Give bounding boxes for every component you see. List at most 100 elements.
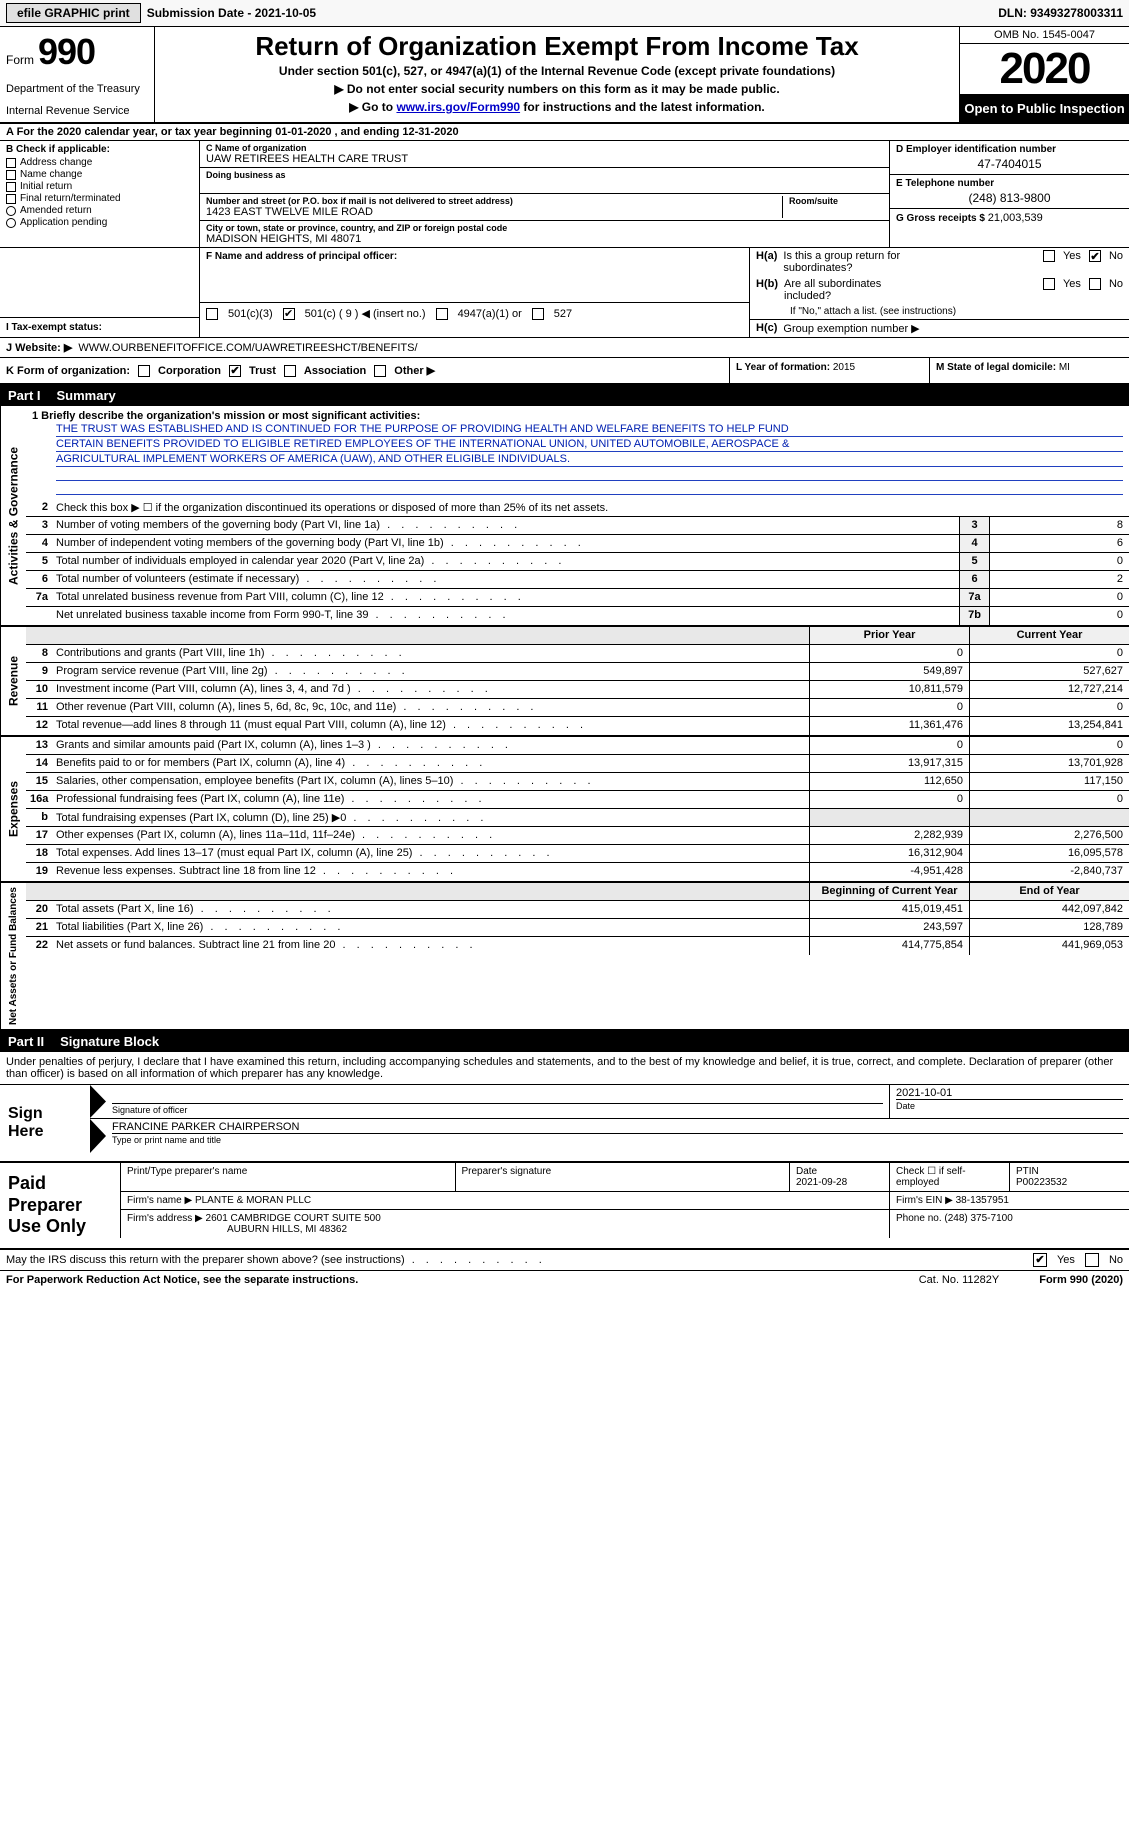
summary-line: 4Number of independent voting members of…	[26, 535, 1129, 553]
submission-date-label: Submission Date - 2021-10-05	[147, 6, 316, 20]
firm-phone: (248) 375-7100	[944, 1213, 1012, 1224]
checkbox-discuss-no[interactable]	[1085, 1253, 1099, 1267]
principal-officer-label: F Name and address of principal officer:	[206, 251, 743, 262]
summary-line: 7aTotal unrelated business revenue from …	[26, 589, 1129, 607]
summary-line: 22Net assets or fund balances. Subtract …	[26, 937, 1129, 955]
preparer-name-label: Print/Type preparer's name	[127, 1166, 449, 1177]
checkbox-final-return[interactable]	[6, 194, 16, 204]
firm-address-1: 2601 CAMBRIDGE COURT SUITE 500	[206, 1213, 381, 1224]
paid-preparer-label: Paid Preparer Use Only	[0, 1163, 120, 1248]
summary-line: 19Revenue less expenses. Subtract line 1…	[26, 863, 1129, 881]
signature-of-officer-label: Signature of officer	[112, 1103, 883, 1115]
irs-label: Internal Revenue Service	[6, 105, 148, 117]
ein-label: D Employer identification number	[896, 144, 1123, 155]
signature-date-label: Date	[896, 1099, 1123, 1111]
group-exemption-label: Group exemption number ▶	[783, 322, 919, 335]
summary-line: 16aProfessional fundraising fees (Part I…	[26, 791, 1129, 809]
summary-line: 18Total expenses. Add lines 13–17 (must …	[26, 845, 1129, 863]
open-to-public: Open to Public Inspection	[960, 95, 1129, 122]
summary-line: 14Benefits paid to or for members (Part …	[26, 755, 1129, 773]
mission-block: 1 Briefly describe the organization's mi…	[26, 406, 1129, 499]
gross-receipts-value: 21,003,539	[988, 212, 1043, 224]
telephone-value: (248) 813-9800	[896, 191, 1123, 205]
tax-year: 2020	[960, 44, 1129, 95]
summary-line: 12Total revenue—add lines 8 through 11 (…	[26, 717, 1129, 735]
section-governance: Activities & Governance 1 Briefly descri…	[0, 406, 1129, 627]
form-of-org-row: K Form of organization: Corporation ✔Tru…	[0, 358, 1129, 385]
checkbox-name-change[interactable]	[6, 170, 16, 180]
summary-line: 8Contributions and grants (Part VIII, li…	[26, 645, 1129, 663]
gross-receipts-label: G Gross receipts $	[896, 213, 988, 224]
checkbox-trust[interactable]: ✔	[229, 365, 241, 377]
firm-name: PLANTE & MORAN PLLC	[195, 1195, 311, 1206]
dept-treasury: Department of the Treasury	[6, 83, 148, 95]
dba-label: Doing business as	[206, 170, 883, 180]
checkbox-ha-yes[interactable]	[1043, 250, 1055, 262]
form-subtitle: Under section 501(c), 527, or 4947(a)(1)…	[163, 64, 951, 78]
checkbox-527[interactable]	[532, 308, 544, 320]
hdr-current-year: Current Year	[969, 627, 1129, 644]
radio-amended-return[interactable]	[6, 206, 16, 216]
checkbox-501c[interactable]: ✔	[283, 308, 295, 320]
street-label: Number and street (or P.O. box if mail i…	[206, 196, 776, 206]
summary-line: bTotal fundraising expenses (Part IX, co…	[26, 809, 1129, 827]
dln-label: DLN: 93493278003311	[998, 6, 1123, 20]
room-label: Room/suite	[789, 196, 883, 206]
omb-number: OMB No. 1545-0047	[960, 27, 1129, 44]
summary-line: 9Program service revenue (Part VIII, lin…	[26, 663, 1129, 681]
summary-line: 2Check this box ▶ ☐ if the organization …	[26, 499, 1129, 517]
instructions-link-row: ▶ Go to www.irs.gov/Form990 for instruct…	[163, 100, 951, 114]
checkbox-corporation[interactable]	[138, 365, 150, 377]
hb-note: If "No," attach a list. (see instruction…	[750, 304, 1129, 319]
officer-name-title: FRANCINE PARKER CHAIRPERSON	[112, 1121, 1123, 1133]
checkbox-initial-return[interactable]	[6, 182, 16, 192]
checkbox-hb-no[interactable]	[1089, 278, 1101, 290]
preparer-date: 2021-09-28	[796, 1177, 883, 1188]
checkbox-discuss-yes[interactable]: ✔	[1033, 1253, 1047, 1267]
firm-ein-label: Firm's EIN ▶	[896, 1195, 956, 1206]
paid-preparer-block: Paid Preparer Use Only Print/Type prepar…	[0, 1163, 1129, 1250]
checkbox-ha-no[interactable]: ✔	[1089, 250, 1101, 262]
firm-name-label: Firm's name ▶	[127, 1195, 195, 1206]
summary-line: 21Total liabilities (Part X, line 26)243…	[26, 919, 1129, 937]
checkbox-address-change[interactable]	[6, 158, 16, 168]
part-i-header: Part ISummary	[0, 385, 1129, 406]
vtab-revenue: Revenue	[0, 627, 26, 735]
hdr-end-year: End of Year	[969, 883, 1129, 900]
checkbox-4947[interactable]	[436, 308, 448, 320]
checkbox-501c3[interactable]	[206, 308, 218, 320]
checkbox-hb-yes[interactable]	[1043, 278, 1055, 290]
summary-line: 17Other expenses (Part IX, column (A), l…	[26, 827, 1129, 845]
section-net-assets: Net Assets or Fund Balances Beginning of…	[0, 883, 1129, 1031]
street-value: 1423 EAST TWELVE MILE ROAD	[206, 206, 776, 218]
firm-address-2: AUBURN HILLS, MI 48362	[227, 1224, 347, 1235]
officer-name-label: Type or print name and title	[112, 1133, 1123, 1145]
form-header: Form 990 Department of the Treasury Inte…	[0, 27, 1129, 124]
sign-here-block: Sign Here Signature of officer 2021-10-0…	[0, 1085, 1129, 1163]
mission-line-2: CERTAIN BENEFITS PROVIDED TO ELIGIBLE RE…	[56, 437, 1123, 452]
radio-application-pending[interactable]	[6, 218, 16, 228]
discuss-with-preparer-row: May the IRS discuss this return with the…	[0, 1250, 1129, 1271]
irs-link[interactable]: www.irs.gov/Form990	[396, 100, 520, 114]
summary-line: 20Total assets (Part X, line 16)415,019,…	[26, 901, 1129, 919]
website-row: J Website: ▶ WWW.OURBENEFITOFFICE.COM/UA…	[0, 338, 1129, 358]
tax-exempt-label: I Tax-exempt status:	[0, 317, 199, 337]
group-return-question: Is this a group return forsubordinates?	[783, 250, 900, 274]
city-value: MADISON HEIGHTS, MI 48071	[206, 233, 883, 245]
checkbox-other[interactable]	[374, 365, 386, 377]
form-footer: For Paperwork Reduction Act Notice, see …	[0, 1271, 1129, 1289]
col-b-check-applicable: B Check if applicable: Address change Na…	[0, 141, 200, 247]
ssn-warning: ▶ Do not enter social security numbers o…	[163, 82, 951, 96]
year-of-formation: L Year of formation: 2015	[729, 358, 929, 383]
hdr-prior-year: Prior Year	[809, 627, 969, 644]
summary-line: 5Total number of individuals employed in…	[26, 553, 1129, 571]
firm-ein: 38-1357951	[956, 1195, 1009, 1206]
efile-print-button[interactable]: efile GRAPHIC print	[6, 3, 141, 23]
form-number: Form 990	[6, 31, 148, 73]
self-employed-check: Check ☐ if self-employed	[889, 1163, 1009, 1191]
summary-line: Net unrelated business taxable income fr…	[26, 607, 1129, 625]
hdr-beginning-year: Beginning of Current Year	[809, 883, 969, 900]
summary-line: 6Total number of volunteers (estimate if…	[26, 571, 1129, 589]
checkbox-association[interactable]	[284, 365, 296, 377]
vtab-governance: Activities & Governance	[0, 406, 26, 625]
